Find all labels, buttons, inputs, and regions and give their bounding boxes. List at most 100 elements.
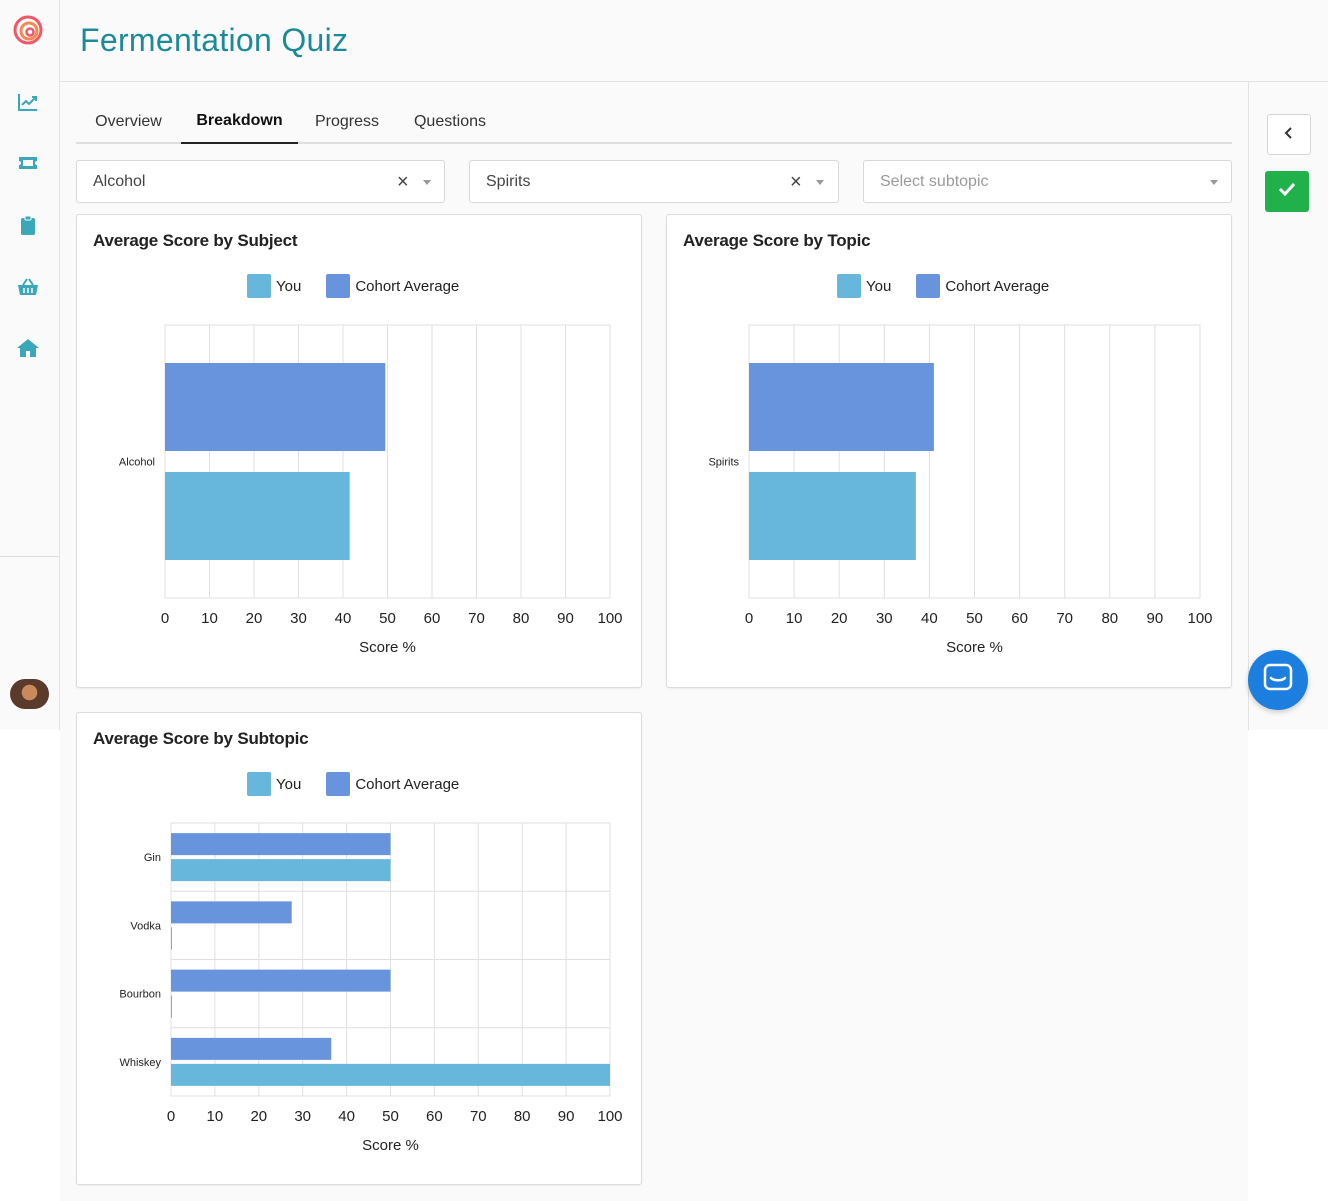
legend-item-cohort[interactable]: Cohort Average [326, 274, 459, 298]
clear-subject-icon[interactable]: × [397, 171, 409, 193]
x-tick-label: 30 [294, 1108, 311, 1125]
x-tick-label: 60 [426, 1108, 443, 1125]
legend-swatch-cohort [326, 274, 351, 298]
chevron-down-icon[interactable] [816, 180, 824, 185]
x-tick-label: 50 [379, 610, 396, 627]
category-label: Alcohol [119, 457, 155, 469]
x-tick-label: 40 [335, 610, 352, 627]
x-tick-label: 40 [338, 1108, 355, 1125]
tab-questions-label: Questions [413, 113, 487, 130]
legend-item-cohort[interactable]: Cohort Average [326, 772, 459, 796]
avatar[interactable] [10, 679, 49, 709]
basket-icon[interactable] [14, 273, 42, 301]
x-tick-label: 30 [290, 610, 307, 627]
app-logo-icon[interactable] [12, 14, 44, 46]
chevron-down-icon[interactable] [423, 180, 431, 185]
legend-swatch-cohort [326, 772, 351, 796]
legend-item-you[interactable]: You [837, 274, 891, 298]
chat-icon [1263, 663, 1293, 698]
sidebar [0, 0, 60, 730]
chart-line-icon[interactable] [14, 88, 42, 116]
legend-item-cohort[interactable]: Cohort Average [916, 274, 1049, 298]
collapse-panel-button[interactable] [1267, 114, 1311, 155]
category-label: Gin [144, 852, 161, 864]
x-tick-label: 70 [468, 610, 485, 627]
subtopic-chart-title: Average Score by Subtopic [93, 729, 309, 748]
check-icon [1278, 182, 1296, 201]
x-tick-label: 90 [557, 610, 574, 627]
bar-you[interactable] [171, 995, 172, 1018]
bar-you[interactable] [171, 927, 172, 950]
x-tick-label: 100 [597, 1108, 622, 1125]
x-axis-label: Score % [359, 639, 416, 656]
x-tick-label: 10 [786, 610, 803, 627]
legend-swatch-cohort [916, 274, 941, 298]
x-tick-label: 20 [250, 1108, 267, 1125]
home-icon[interactable] [14, 334, 42, 362]
bar-cohort-average[interactable] [171, 833, 391, 856]
category-label: Spirits [708, 457, 739, 469]
x-tick-label: 70 [1056, 610, 1073, 627]
legend-swatch-you [837, 274, 861, 298]
subtopic-chart-legend: You Cohort Average [247, 771, 484, 797]
tab-breakdown[interactable]: Breakdown [181, 100, 298, 144]
tab-overview[interactable]: Overview [76, 100, 181, 144]
tab-breakdown-label: Breakdown [196, 112, 283, 129]
bar-cohort-average[interactable] [171, 1037, 332, 1060]
subtopic-chart: 0 10 20 30 40 50 60 70 80 90 100 Gin Vodka Bourbon Whi… [119, 822, 623, 1154]
legend-label-you: You [866, 277, 892, 295]
tab-overview-label: Overview [95, 113, 162, 130]
x-tick-label: 60 [424, 610, 441, 627]
topic-chart-legend: You Cohort Average [837, 273, 1074, 299]
x-tick-label: 0 [745, 610, 753, 627]
bar-cohort-average[interactable] [749, 363, 934, 451]
topic-select[interactable]: Spirits × [469, 160, 839, 203]
subject-chart-legend: You Cohort Average [247, 273, 484, 299]
x-tick-label: 80 [1101, 610, 1118, 627]
page-title: Fermentation Quiz [80, 22, 349, 58]
x-tick-label: 0 [161, 610, 169, 627]
legend-label-cohort: Cohort Average [945, 277, 1050, 295]
x-tick-label: 90 [1147, 610, 1164, 627]
subject-chart-title: Average Score by Subject [93, 231, 298, 250]
topic-chart-title: Average Score by Topic [683, 231, 871, 250]
chat-launcher-button[interactable] [1248, 650, 1308, 710]
legend-swatch-you [247, 274, 271, 298]
sidebar-divider [0, 556, 59, 557]
bar-you[interactable] [749, 472, 916, 560]
x-tick-label: 90 [558, 1108, 575, 1125]
page-header: Fermentation Quiz [60, 0, 1328, 82]
x-tick-label: 70 [470, 1108, 487, 1125]
tab-bar: Overview Breakdown Progress Questions [76, 100, 1232, 144]
bar-you[interactable] [165, 472, 350, 560]
subject-select-value: Alcohol [93, 173, 146, 190]
subtopic-select[interactable]: Select subtopic [863, 160, 1232, 203]
x-tick-label: 100 [597, 610, 622, 627]
clipboard-icon[interactable] [14, 211, 42, 239]
bar-you[interactable] [171, 1063, 610, 1086]
tab-questions[interactable]: Questions [396, 100, 504, 144]
x-tick-label: 10 [201, 610, 218, 627]
x-tick-label: 60 [1011, 610, 1028, 627]
legend-item-you[interactable]: You [247, 772, 301, 796]
confirm-button[interactable] [1265, 171, 1309, 212]
clear-topic-icon[interactable]: × [790, 171, 802, 193]
tab-progress[interactable]: Progress [298, 100, 396, 144]
legend-item-you[interactable]: You [247, 274, 301, 298]
bar-cohort-average[interactable] [165, 363, 386, 451]
chevron-down-icon[interactable] [1210, 180, 1218, 185]
category-label: Bourbon [119, 989, 161, 1001]
subtopic-chart-card: Average Score by Subtopic You Cohort Ave… [76, 712, 642, 1185]
bar-cohort-average[interactable] [171, 969, 391, 992]
sidebar-below [0, 730, 60, 1201]
category-label: Vodka [130, 920, 161, 932]
bar-you[interactable] [171, 859, 391, 882]
ticket-icon[interactable] [14, 149, 42, 177]
subject-select[interactable]: Alcohol × [76, 160, 445, 203]
legend-label-cohort: Cohort Average [355, 775, 460, 793]
topic-chart-card: Average Score by Topic You Cohort Averag… [666, 214, 1232, 688]
bar-cohort-average[interactable] [171, 901, 292, 924]
x-tick-label: 10 [207, 1108, 224, 1125]
x-axis-label: Score % [946, 639, 1003, 656]
right-rail-below [1248, 730, 1328, 1201]
